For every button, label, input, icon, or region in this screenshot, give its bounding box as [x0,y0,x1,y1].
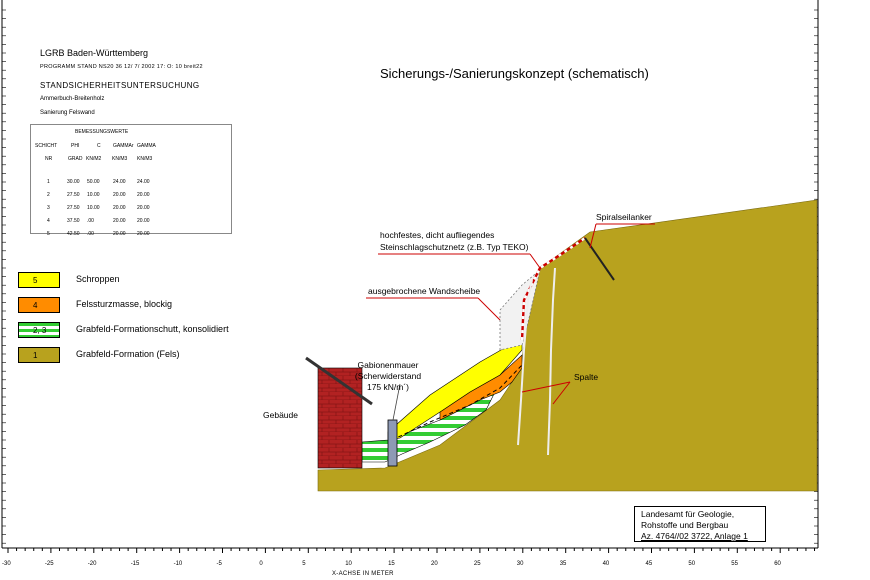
param-cell: .00 [87,231,94,237]
param-cell: 20.00 [137,205,150,211]
param-cell: 2 [47,192,50,198]
net-label-1: hochfestes, dicht aufliegendes [380,230,495,240]
footer-line-2: Rohstoffe und Bergbau [641,520,729,530]
param-cell: 4 [47,218,50,224]
study-title: STANDSICHERHEITSUNTERSUCHUNG [40,81,200,90]
param-header: KN/M2 [86,156,102,162]
x-tick-label: 35 [559,561,567,567]
param-cell: 20.00 [137,192,150,198]
org-name: LGRB Baden-Württemberg [40,48,149,58]
building-roof [305,356,373,406]
x-tick-label: 0 [259,561,263,567]
gabion-label-3: 175 kN/m´) [366,382,410,392]
crack-2 [547,267,556,456]
param-header: GRAD [68,156,83,162]
param-header: KN/M3 [137,156,153,162]
param-header: GAMMA [137,143,156,149]
param-cell: 24.00 [113,179,126,185]
param-cell: 20.00 [113,192,126,198]
legend-swatch: 4 [18,297,60,313]
legend-label: Felssturzmasse, blockig [76,299,173,309]
legend-code: 2, 3 [33,326,47,335]
net-label-2: Steinschlagschutznetz (z.B. Typ TEKO) [380,242,529,252]
param-cell: 50.00 [87,179,100,185]
param-cell: 24.00 [137,179,150,185]
gabion-label-2: (Scherwiderstand [354,371,422,381]
gabion-label-1: Gabionenmauer [357,360,419,370]
x-tick-label: 5 [302,561,306,567]
param-header: C [97,143,101,149]
param-cell: 20.00 [137,218,150,224]
param-cell: 37.50 [67,218,80,224]
param-caption: BEMESSUNGSWERTE [75,129,129,135]
location-label: Ammerbuch-Breitenholz [40,96,105,102]
param-cell: 27.50 [67,205,80,211]
x-tick-label: 45 [645,561,653,567]
param-header: PHI [71,143,80,149]
param-header: GAMMAr [113,143,134,149]
param-cell: 20.00 [113,205,126,211]
x-axis-ticks [7,548,816,553]
param-header: KN/M3 [112,156,128,162]
x-tick-label: 20 [431,561,438,567]
x-tick-label: -5 [216,561,222,567]
x-tick-label: 30 [516,561,524,567]
x-tick-label: 50 [688,561,696,567]
param-cell: 27.50 [67,192,80,198]
legend-swatch: 5 [18,272,60,288]
footer-line-3: Az. 4764//02 3722, Anlage 1 [641,531,748,541]
x-tick-label: -20 [87,561,97,567]
legend-label: Grabfeld-Formation (Fels) [76,349,180,359]
x-tick-label: 60 [774,561,781,567]
param-cell: 10.00 [87,192,100,198]
interface-line [391,364,523,441]
x-tick-label: -25 [44,561,54,567]
gabion-wall [387,419,398,467]
legend-label: Grabfeld-Formationschutt, konsolidiert [76,324,229,334]
legend-label: Schroppen [76,274,120,284]
x-tick-label: -30 [2,561,11,567]
building-label: Gebäude [263,410,298,420]
footer-line-1: Landesamt für Geologie, [641,509,735,519]
left-ticks [2,9,6,544]
anchor-label: Spiralseilanker [596,212,652,222]
x-tick-label: 15 [388,561,395,567]
param-cell: 10.00 [87,205,100,211]
param-cell: 3 [47,205,50,211]
footer-box: Landesamt für Geologie, Rohstoffe und Be… [634,506,766,542]
parameter-table: BEMESSUNGSWERTE SCHICHT PHI C GAMMAr GAM… [30,124,232,237]
x-tick-label: 10 [345,561,352,567]
x-tick-label: 40 [602,561,610,567]
legend-swatch: 1 [18,347,60,363]
param-cell: 20.00 [113,231,126,237]
legend-code: 1 [33,351,38,360]
legend-swatch: 2, 3 [18,322,60,338]
param-cell: 20.00 [113,218,126,224]
building-wall [317,367,363,469]
page-title: Sicherungs-/Sanierungskonzept (schematis… [380,66,649,81]
crack-1 [517,279,533,446]
x-tick-label: 25 [473,561,481,567]
subject-label: Sanierung Felswand [40,110,95,116]
param-cell: 20.00 [137,231,150,237]
param-cell: 1 [47,179,50,185]
x-tick-label: -10 [173,561,183,567]
param-cell: 42.50 [67,231,80,237]
broken-slab-label: ausgebrochene Wandscheibe [368,286,481,296]
legend-code: 4 [33,301,38,310]
spiral-anchor [584,237,615,281]
crack-label: Spalte [574,372,599,382]
param-cell: 30.00 [67,179,80,185]
param-header: SCHICHT [35,143,58,149]
x-axis-label: X-ACHSE IN METER [332,571,394,577]
param-cell: .00 [87,218,94,224]
x-tick-label: 55 [731,561,738,567]
param-cell: 5 [47,231,50,237]
legend-code: 5 [33,276,38,285]
program-line: PROGRAMM STAND NS20 36 12/ 7/ 2002 17: O… [40,64,203,70]
x-tick-label: -15 [130,561,140,567]
param-header: NR [45,156,53,162]
